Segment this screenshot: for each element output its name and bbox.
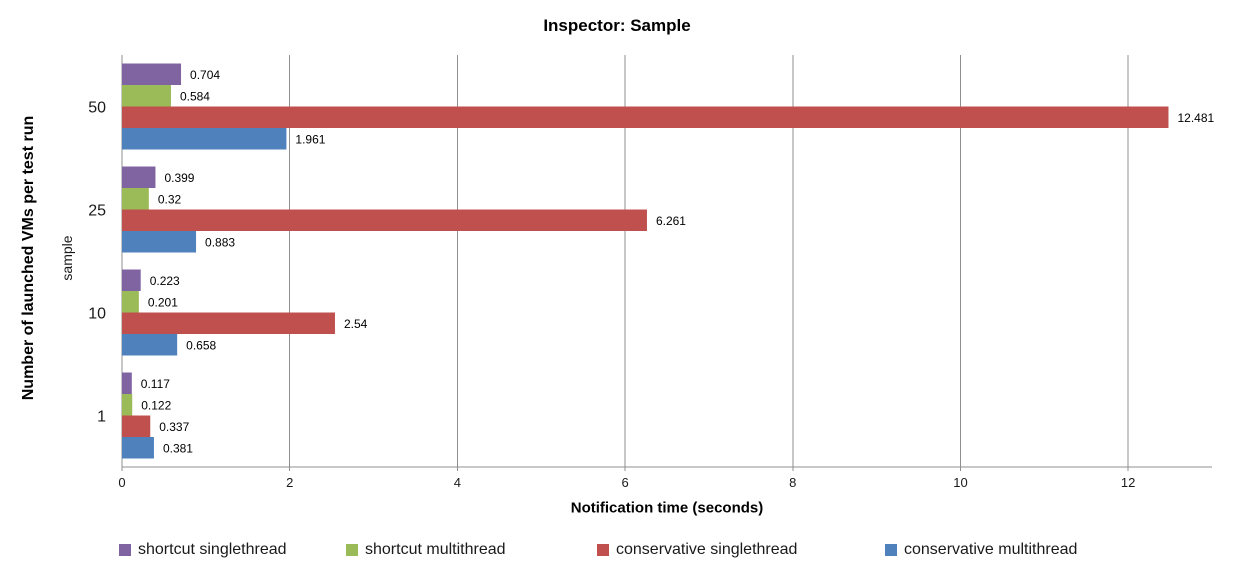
bar-shortcut-multithread xyxy=(122,394,133,416)
legend-label: conservative singlethread xyxy=(616,541,798,558)
bar-conservative-singlethread xyxy=(122,209,647,231)
legend-label: shortcut singlethread xyxy=(138,541,287,558)
bar-value-label: 12.481 xyxy=(1177,111,1214,125)
bar-value-label: 0.337 xyxy=(159,420,189,434)
bar-value-label: 2.54 xyxy=(344,317,368,331)
bar-shortcut-singlethread xyxy=(122,372,132,394)
bar-conservative-multithread xyxy=(122,334,178,356)
bar-value-label: 0.399 xyxy=(164,171,194,185)
bar-shortcut-singlethread xyxy=(122,269,141,291)
category-tick-label: 25 xyxy=(88,203,106,220)
legend-item: shortcut multithread xyxy=(346,541,506,559)
legend-marker-shortcut-multithread xyxy=(346,544,358,556)
legend-label: conservative multithread xyxy=(904,541,1078,558)
bar-conservative-singlethread xyxy=(122,415,151,437)
category-tick-label: 10 xyxy=(88,306,106,323)
bar-value-label: 0.704 xyxy=(190,68,220,82)
bar-conservative-multithread xyxy=(122,437,154,459)
x-tick-label: 12 xyxy=(1121,475,1135,490)
bar-value-label: 0.658 xyxy=(186,338,216,352)
bar-value-label: 0.381 xyxy=(163,441,193,455)
bar-shortcut-singlethread xyxy=(122,166,156,188)
legend-item: conservative multithread xyxy=(885,541,1077,559)
x-tick-label: 2 xyxy=(286,475,293,490)
bar-value-label: 0.883 xyxy=(205,235,235,249)
chart-title: Inspector: Sample xyxy=(543,16,691,35)
x-tick-label: 6 xyxy=(621,475,628,490)
bar-value-label: 0.117 xyxy=(141,377,170,391)
bar-value-label: 0.584 xyxy=(180,89,210,103)
bar-value-label: 6.261 xyxy=(656,214,686,228)
bar-value-label: 0.32 xyxy=(158,192,182,206)
legend-label: shortcut multithread xyxy=(365,541,506,558)
legend-item: conservative singlethread xyxy=(597,541,797,559)
bar-conservative-multithread xyxy=(122,231,197,253)
bar-conservative-multithread xyxy=(122,128,287,150)
bar-shortcut-multithread xyxy=(122,291,139,313)
bar-value-label: 0.122 xyxy=(141,398,171,412)
bar-conservative-singlethread xyxy=(122,312,335,334)
x-tick-label: 0 xyxy=(118,475,125,490)
x-axis-title: Notification time (seconds) xyxy=(570,499,764,517)
bar-value-label: 0.201 xyxy=(148,295,178,309)
bar-shortcut-singlethread xyxy=(122,63,182,85)
bar-conservative-singlethread xyxy=(122,106,1169,128)
legend-marker-conservative-multithread xyxy=(885,544,897,556)
bar-shortcut-multithread xyxy=(122,188,149,210)
legend-marker-shortcut-singlethread xyxy=(119,544,131,556)
x-tick-label: 4 xyxy=(454,475,461,490)
legend-item: shortcut singlethread xyxy=(119,541,287,559)
x-tick-label: 8 xyxy=(789,475,796,490)
category-tick-label: 1 xyxy=(97,409,106,426)
bar-value-label: 1.961 xyxy=(295,132,325,146)
legend-marker-conservative-singlethread xyxy=(597,544,609,556)
x-tick-label: 10 xyxy=(953,475,967,490)
category-tick-label: 50 xyxy=(88,100,106,117)
bar-value-label: 0.223 xyxy=(150,274,180,288)
bar-shortcut-multithread xyxy=(122,85,171,107)
